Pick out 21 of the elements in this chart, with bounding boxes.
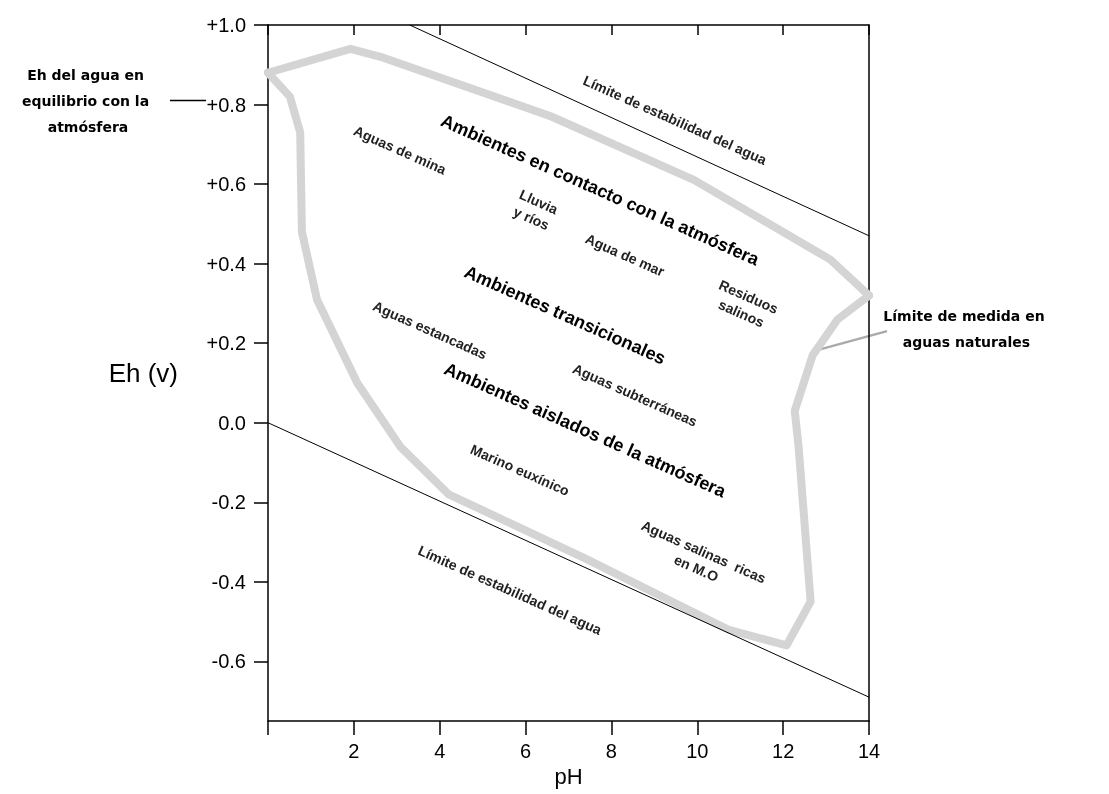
- y-tick-label: +1.0: [206, 14, 246, 36]
- y-tick-label: 0.0: [218, 411, 246, 434]
- y-tick-label: -0.6: [211, 650, 246, 673]
- x-tick-label: 4: [434, 740, 446, 762]
- annotation: Límite de medida en aguas naturales: [883, 308, 1045, 351]
- y-tick-label: +0.6: [206, 173, 246, 196]
- ref-line-label: Eh del agua en equilibrio con la atmósfera: [22, 66, 154, 135]
- annotation: Agua de mar: [583, 230, 668, 280]
- x-axis-title: pH: [554, 764, 583, 790]
- x-tick-label: 14: [857, 740, 881, 762]
- x-tick-label: 6: [520, 740, 532, 762]
- y-tick-label: -0.2: [211, 491, 246, 514]
- y-tick-label: +0.2: [206, 332, 246, 355]
- x-tick-label: 12: [772, 740, 795, 762]
- y-tick-label: -0.4: [211, 570, 246, 593]
- y-axis-title: Eh (v): [108, 358, 178, 388]
- x-tick-label: 10: [686, 740, 709, 762]
- x-tick-label: 8: [605, 740, 617, 762]
- x-tick-label: 2: [348, 740, 360, 762]
- y-tick-label: +0.8: [206, 93, 246, 116]
- y-tick-label: +0.4: [206, 252, 246, 275]
